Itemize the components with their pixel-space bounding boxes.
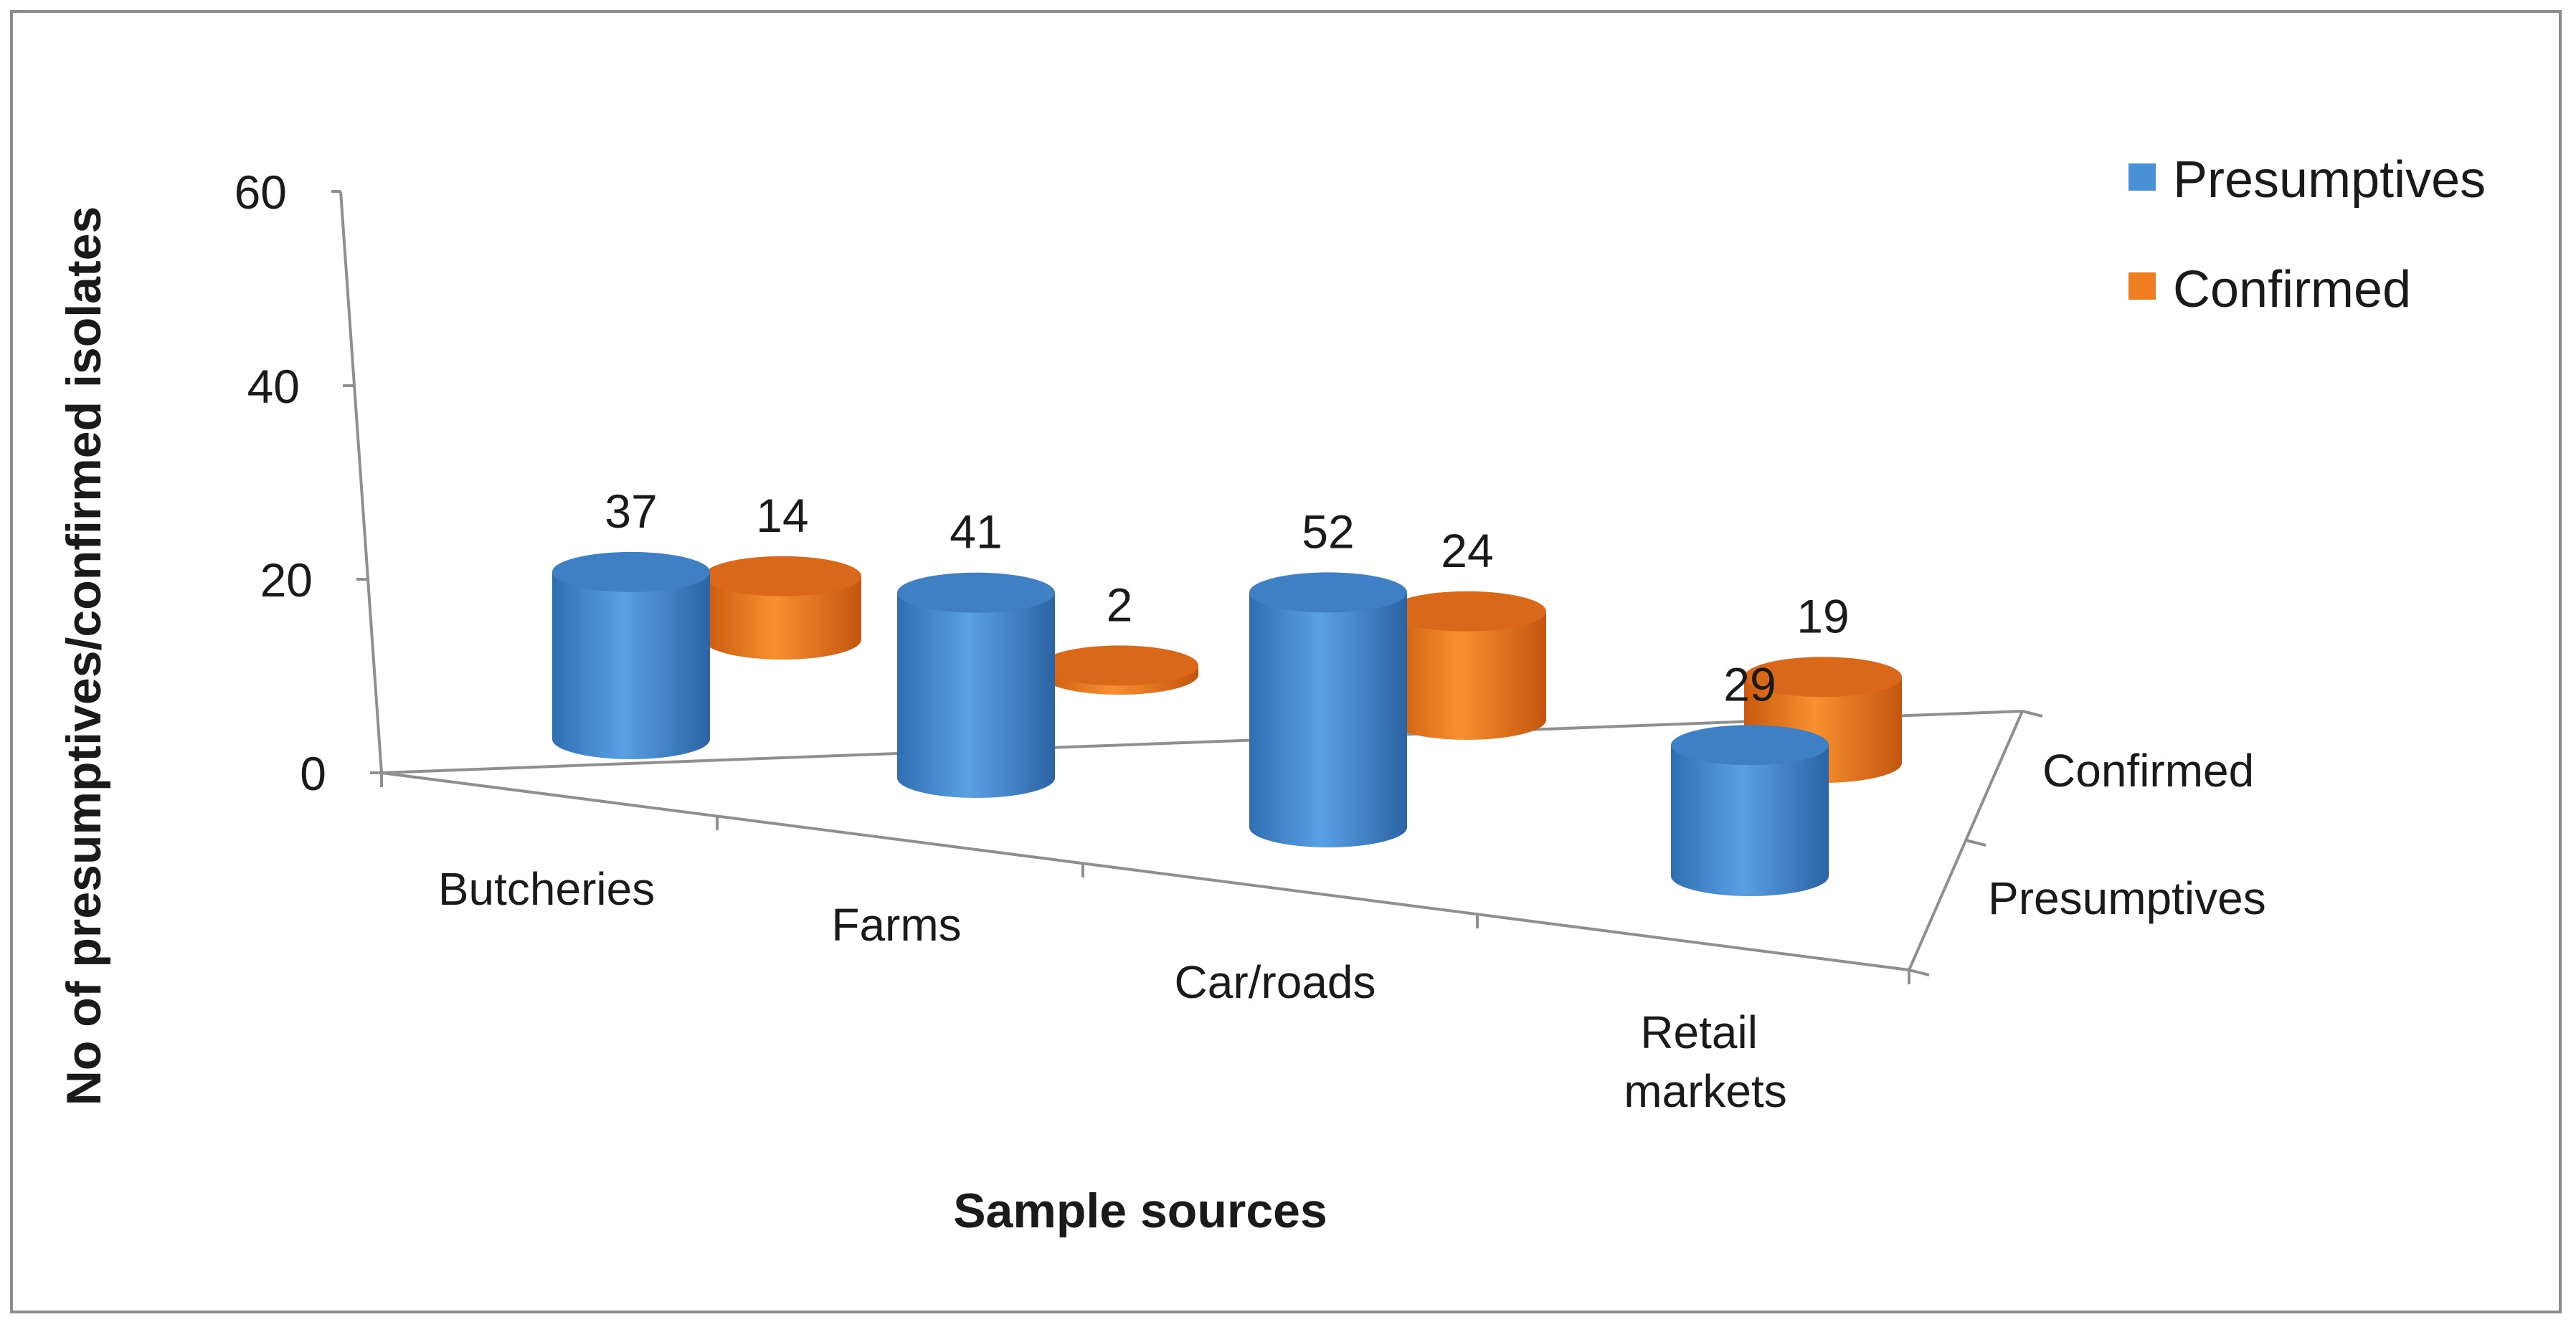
category-label: Butcheries <box>438 863 655 915</box>
depth-label-confirmed: Confirmed <box>2042 745 2254 796</box>
bar-presumptives-1: 37 <box>552 485 710 759</box>
bar-body <box>704 576 861 660</box>
legend-label-confirmed: Confirmed <box>2173 261 2411 318</box>
y-tick-label: 40 <box>247 360 300 413</box>
bar-presumptives-2: 41 <box>897 505 1055 798</box>
data-label: 52 <box>1302 505 1354 558</box>
y-tick-label: 20 <box>260 553 313 607</box>
legend: Presumptives Confirmed <box>2128 151 2486 318</box>
bar-top <box>1671 725 1829 766</box>
bar-confirmed-3: 24 <box>1388 524 1546 740</box>
category-label: Retail markets <box>1624 1007 1787 1117</box>
y-tick-label: 0 <box>300 747 326 800</box>
bar-top <box>897 572 1055 613</box>
floor-front-edge <box>381 771 1910 971</box>
depth-tick-2 <box>1965 839 1987 847</box>
legend-swatch-presumptives <box>2128 163 2156 191</box>
data-label: 29 <box>1723 657 1776 710</box>
bar-body <box>897 592 1055 798</box>
category-labels: Butcheries Farms Car/roads Retail market… <box>438 863 1787 1117</box>
bar-top <box>704 556 861 596</box>
depth-label-presumptives: Presumptives <box>1988 872 2266 924</box>
bars: 14 37 2 41 24 52 19 29 <box>552 485 1902 896</box>
bar-confirmed-2: 2 <box>1041 578 1198 695</box>
data-label: 2 <box>1107 578 1133 631</box>
bar-body <box>552 571 710 759</box>
bar-presumptives-3: 52 <box>1249 505 1407 847</box>
legend-swatch-confirmed <box>2128 272 2156 300</box>
bar-top <box>1249 572 1407 613</box>
depth-axis-labels: Confirmed Presumptives <box>1988 745 2266 924</box>
bar-body <box>1249 592 1407 847</box>
bar-presumptives-4: 29 <box>1671 657 1829 896</box>
bar-body <box>1388 611 1546 740</box>
y-tick-labels: 60 40 20 0 <box>235 166 326 800</box>
bar-top <box>552 551 710 592</box>
y-axis-line <box>339 191 383 774</box>
y-tick-label: 60 <box>235 166 287 219</box>
bar-confirmed-1: 14 <box>704 489 861 660</box>
category-label: Farms <box>831 899 961 951</box>
legend-label-presumptives: Presumptives <box>2173 151 2486 209</box>
bar-top <box>1041 645 1198 686</box>
data-label: 19 <box>1796 589 1849 642</box>
x-axis-title: Sample sources <box>953 1184 1327 1238</box>
bar-top <box>1744 657 1902 698</box>
data-label: 14 <box>756 489 808 542</box>
data-label: 37 <box>605 485 657 538</box>
bar-top <box>1388 591 1546 632</box>
data-label: 41 <box>950 505 1002 558</box>
data-label: 24 <box>1441 524 1493 577</box>
y-axis-title: No of presumptives/confirmed isolates <box>57 206 111 1106</box>
depth-tick-1 <box>1908 969 1930 976</box>
bar-body <box>1671 745 1829 896</box>
depth-tick-3 <box>2022 710 2043 718</box>
category-label: Car/roads <box>1175 956 1376 1008</box>
